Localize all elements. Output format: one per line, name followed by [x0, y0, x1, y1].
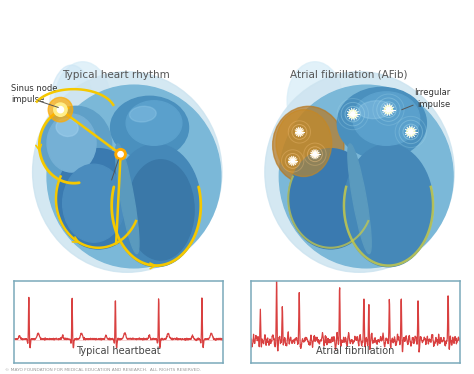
Text: Typical heartbeat: Typical heartbeat [76, 346, 161, 356]
Circle shape [115, 148, 126, 160]
Circle shape [349, 110, 357, 118]
Text: © MAYO FOUNDATION FOR MEDICAL EDUCATION AND RESEARCH.  ALL RIGHTS RESERVED.: © MAYO FOUNDATION FOR MEDICAL EDUCATION … [5, 368, 201, 372]
Circle shape [296, 129, 302, 135]
Ellipse shape [276, 110, 332, 177]
Ellipse shape [337, 88, 427, 159]
Text: Atrial fibrillation (AFib): Atrial fibrillation (AFib) [290, 70, 407, 80]
Ellipse shape [116, 144, 139, 254]
Text: Typical heart rhythm: Typical heart rhythm [62, 70, 170, 80]
Ellipse shape [265, 72, 454, 272]
Ellipse shape [279, 85, 453, 268]
Ellipse shape [56, 119, 78, 137]
Ellipse shape [127, 160, 194, 260]
Ellipse shape [112, 144, 201, 267]
Ellipse shape [129, 106, 156, 122]
Circle shape [48, 97, 73, 122]
Ellipse shape [348, 144, 371, 254]
Ellipse shape [344, 144, 433, 267]
Circle shape [298, 131, 301, 134]
Ellipse shape [273, 106, 344, 184]
Text: Irregular
impulse: Irregular impulse [415, 89, 451, 108]
Ellipse shape [40, 106, 112, 184]
Ellipse shape [49, 65, 94, 154]
Ellipse shape [47, 114, 96, 172]
Circle shape [57, 107, 64, 113]
Ellipse shape [63, 164, 125, 242]
Circle shape [291, 159, 294, 162]
Ellipse shape [56, 148, 141, 249]
Ellipse shape [47, 85, 221, 268]
Circle shape [313, 153, 317, 156]
Ellipse shape [358, 101, 392, 119]
Ellipse shape [55, 62, 110, 140]
Text: Sinus node
impulse: Sinus node impulse [11, 84, 58, 104]
Circle shape [386, 108, 391, 112]
Text: AV node: AV node [94, 181, 129, 190]
Ellipse shape [126, 101, 182, 145]
Circle shape [312, 151, 318, 157]
Ellipse shape [353, 92, 419, 145]
Text: Atrial fibrillation: Atrial fibrillation [316, 346, 395, 356]
Ellipse shape [110, 96, 189, 159]
Circle shape [118, 151, 123, 157]
Circle shape [54, 103, 67, 116]
Circle shape [407, 128, 415, 136]
Ellipse shape [287, 62, 343, 140]
Circle shape [290, 158, 296, 164]
Circle shape [384, 105, 392, 114]
Ellipse shape [288, 148, 373, 249]
Ellipse shape [33, 72, 222, 272]
Circle shape [351, 112, 355, 116]
Circle shape [409, 130, 413, 134]
